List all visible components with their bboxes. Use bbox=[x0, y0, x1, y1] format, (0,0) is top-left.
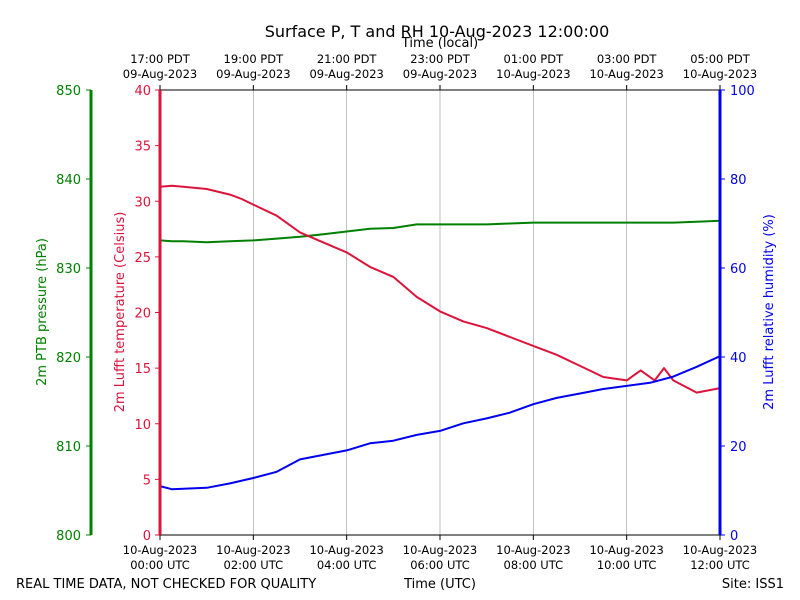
pressure-tick-label: 850 bbox=[56, 84, 81, 99]
pressure-tick-label: 810 bbox=[56, 440, 81, 455]
x-tick-label-date: 10-Aug-2023 bbox=[496, 543, 570, 557]
footer-site: Site: ISS1 bbox=[722, 577, 784, 592]
axis-humidity: 0 20 40 60 80 100 bbox=[718, 84, 755, 544]
top-axis-label: Time (local) bbox=[401, 36, 478, 51]
x-tick-label-date: 10-Aug-2023 bbox=[309, 543, 383, 557]
plot-series bbox=[159, 184, 721, 491]
chart-title: Surface P, T and RH 10-Aug-2023 12:00:00 bbox=[265, 22, 610, 41]
humidity-axis-label: 2m Lufft relative humidity (%) bbox=[762, 214, 777, 410]
series-line-humidity bbox=[159, 355, 721, 491]
x-tick-label-date: 10-Aug-2023 bbox=[123, 543, 197, 557]
top-tick-label-date: 09-Aug-2023 bbox=[216, 67, 290, 81]
temperature-axis-label: 2m Lufft temperature (Celsius) bbox=[113, 212, 128, 413]
grid bbox=[252, 90, 628, 535]
series-line-pressure bbox=[159, 219, 721, 244]
top-tick-label-time: 03:00 PDT bbox=[597, 52, 658, 66]
x-tick-label-date: 10-Aug-2023 bbox=[216, 543, 290, 557]
temperature-tick-label: 15 bbox=[134, 362, 151, 377]
pressure-axis-label: 2m PTB pressure (hPa) bbox=[35, 238, 50, 386]
temperature-tick-label: 20 bbox=[134, 307, 151, 322]
top-tick-label-time: 21:00 PDT bbox=[317, 52, 378, 66]
temperature-tick-label: 35 bbox=[134, 140, 151, 155]
axis-pressure: 800 810 820 830 840 850 bbox=[56, 84, 93, 544]
temperature-tick-label: 10 bbox=[134, 418, 151, 433]
temperature-tick-label: 40 bbox=[134, 84, 151, 99]
x-tick-label-time: 10:00 UTC bbox=[597, 558, 657, 572]
x-tick-label-time: 12:00 UTC bbox=[690, 558, 750, 572]
x-tick-label-date: 10-Aug-2023 bbox=[589, 543, 663, 557]
x-tick-label-time: 06:00 UTC bbox=[410, 558, 470, 572]
top-tick-label-date: 09-Aug-2023 bbox=[123, 67, 197, 81]
x-tick-label-time: 02:00 UTC bbox=[224, 558, 284, 572]
top-tick-label-date: 10-Aug-2023 bbox=[496, 67, 570, 81]
top-tick-label-date: 09-Aug-2023 bbox=[309, 67, 383, 81]
temperature-tick-label: 25 bbox=[134, 251, 151, 266]
humidity-tick-label: 60 bbox=[730, 262, 747, 277]
top-tick-label-date: 10-Aug-2023 bbox=[683, 67, 757, 81]
x-tick-label-date: 10-Aug-2023 bbox=[683, 543, 757, 557]
temperature-tick-label: 0 bbox=[143, 529, 151, 544]
top-tick-label-time: 17:00 PDT bbox=[130, 52, 191, 66]
pressure-tick-label: 820 bbox=[56, 351, 81, 366]
humidity-tick-label: 40 bbox=[730, 351, 747, 366]
x-axis-label: Time (UTC) bbox=[403, 577, 476, 592]
top-tick-label-time: 01:00 PDT bbox=[504, 52, 565, 66]
x-tick-label-time: 08:00 UTC bbox=[504, 558, 564, 572]
top-tick-label-date: 10-Aug-2023 bbox=[589, 67, 663, 81]
humidity-tick-label: 80 bbox=[730, 173, 747, 188]
x-tick-label-date: 10-Aug-2023 bbox=[403, 543, 477, 557]
x-tick-label-time: 00:00 UTC bbox=[130, 558, 190, 572]
top-tick-label-time: 19:00 PDT bbox=[224, 52, 285, 66]
pressure-tick-label: 800 bbox=[56, 529, 81, 544]
temperature-tick-label: 30 bbox=[134, 195, 151, 210]
axis-temperature: 0 5 10 15 20 25 30 35 40 bbox=[134, 84, 162, 544]
humidity-tick-label: 20 bbox=[730, 440, 747, 455]
top-tick-label-time: 23:00 PDT bbox=[410, 52, 471, 66]
pressure-tick-label: 840 bbox=[56, 173, 81, 188]
series-line-temperature bbox=[159, 184, 721, 394]
humidity-tick-label: 0 bbox=[730, 529, 738, 544]
top-tick-label-date: 09-Aug-2023 bbox=[403, 67, 477, 81]
x-tick-label-time: 04:00 UTC bbox=[317, 558, 377, 572]
footer-disclaimer: REAL TIME DATA, NOT CHECKED FOR QUALITY bbox=[16, 577, 316, 592]
humidity-tick-label: 100 bbox=[730, 84, 755, 99]
top-tick-label-time: 05:00 PDT bbox=[690, 52, 751, 66]
temperature-tick-label: 5 bbox=[143, 473, 151, 488]
pressure-tick-label: 830 bbox=[56, 262, 81, 277]
